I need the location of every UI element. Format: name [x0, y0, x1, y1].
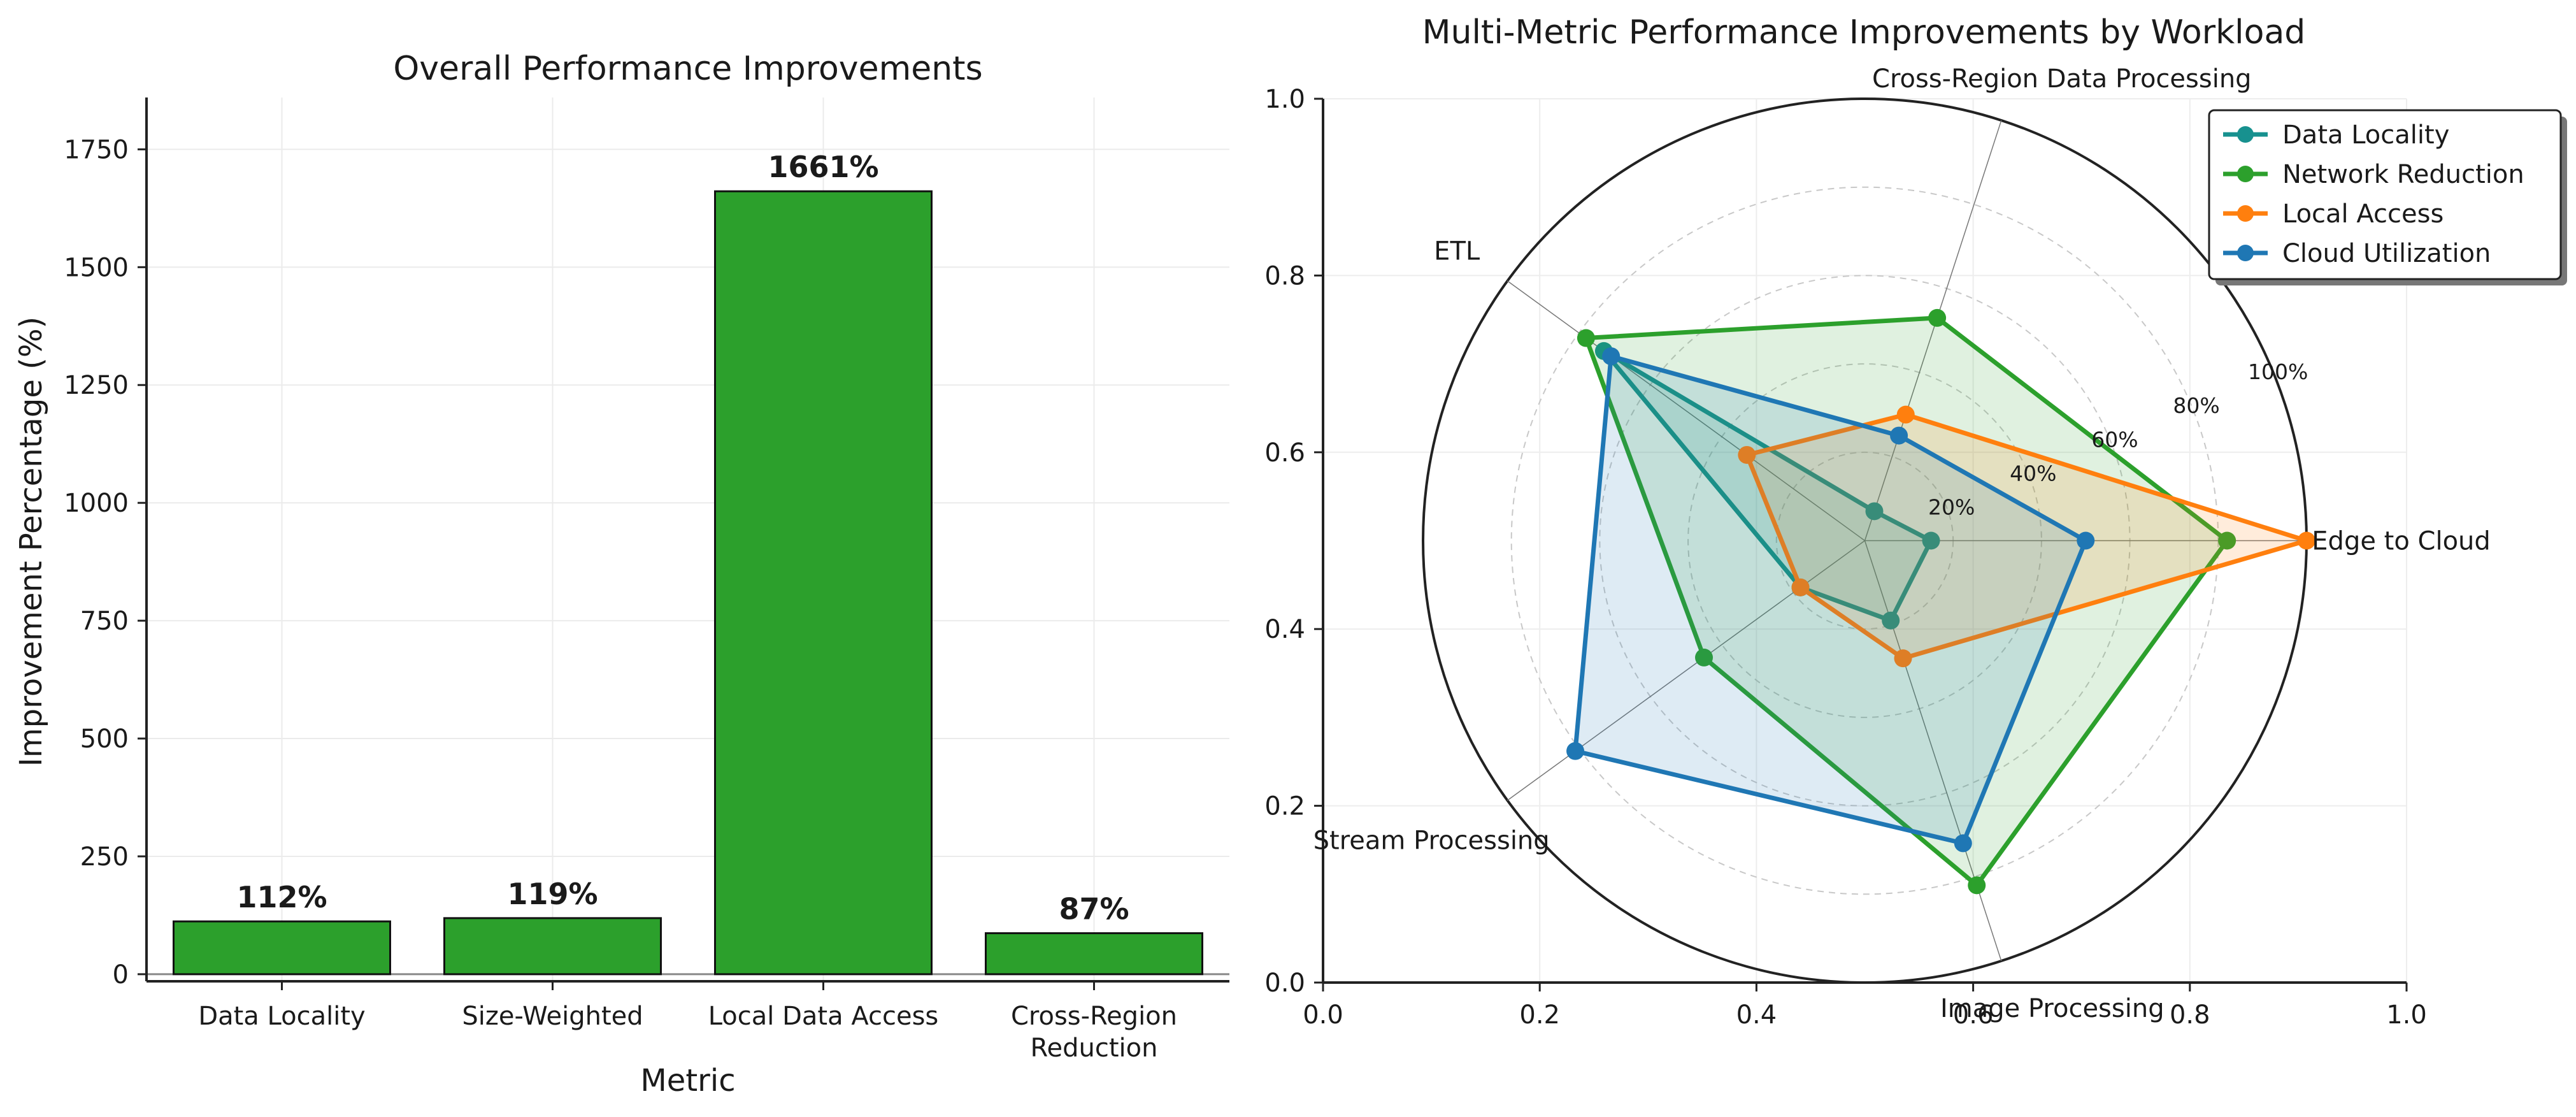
radar-cart-x-tick-label: 0.0	[1303, 1000, 1343, 1030]
radar-point	[1922, 531, 1940, 550]
bar-x-tick-label: Reduction	[1031, 1034, 1158, 1063]
bar-y-axis-ticks: 0 250 500 750 1000 1250 1500 1750	[64, 135, 147, 990]
radar-radial-tick-label: 60%	[2091, 427, 2138, 452]
bar-series: 112% 119% 1661% 87%	[173, 150, 1203, 976]
bar-y-tick-label: 1250	[64, 371, 129, 400]
bar-x-axis-ticks: Data Locality Size-Weighted Local Data Acc…	[198, 981, 1177, 1063]
legend-entry-label: Network Reduction	[2282, 160, 2524, 189]
radar-axis-label: Cross-Region Data Processing	[1872, 64, 2252, 94]
radar-axis-label: Edge to Cloud	[2312, 527, 2491, 556]
radar-cart-y-tick-label: 0.6	[1264, 438, 1305, 468]
radar-cart-x-tick-label: 0.8	[2170, 1000, 2210, 1030]
bar	[443, 917, 662, 976]
radar-chart-title: Multi-Metric Performance Improvements by…	[1422, 13, 2306, 52]
bar-y-tick-label: 500	[80, 724, 129, 754]
bar-value-label: 112%	[236, 880, 327, 914]
radar-point	[2298, 531, 2315, 550]
legend-box	[2208, 109, 2562, 280]
radar-series	[1566, 308, 2315, 895]
radar-cart-y-tick-label: 0.4	[1264, 615, 1305, 644]
bar-y-tick-label: 0	[113, 960, 129, 990]
radar-cart-y-tick-label: 0.8	[1264, 261, 1305, 291]
bar-x-tick-label: Size-Weighted	[462, 1002, 643, 1031]
radar-point	[1791, 578, 1810, 596]
bar-y-tick-label: 1750	[64, 135, 129, 164]
radar-point	[1896, 405, 1915, 424]
radar-point	[1882, 611, 1900, 630]
legend-entry-label: Local Access	[2282, 199, 2444, 229]
radar-radial-tick-label: 80%	[2173, 393, 2219, 418]
radar-cart-x-tick-label: 0.4	[1736, 1000, 1777, 1030]
bar-y-tick-label: 1500	[64, 253, 129, 282]
bar-gridlines	[147, 97, 1229, 981]
radar-radial-tick-label: 100%	[2248, 359, 2308, 384]
bar-chart-title: Overall Performance Improvements	[393, 50, 982, 88]
bar-x-tick-label: Cross-Region	[1011, 1002, 1177, 1031]
legend-swatch-marker	[2237, 126, 2254, 143]
bar	[714, 190, 933, 976]
radar-cart-x-tick-label: 0.6	[1953, 1000, 1994, 1030]
radar-cart-y-tick-label: 1.0	[1264, 85, 1305, 114]
bar-x-tick-label: Data Locality	[198, 1002, 365, 1031]
radar-cartesian-axes: 0.00.0 0.2 0.2 0.4 0.4 0.6 0.6 0.8 0.8 1.0 1.0	[1264, 85, 2426, 1030]
radar-point	[1865, 502, 1884, 521]
radar-point	[1695, 648, 1714, 667]
legend-swatch-marker	[2237, 166, 2254, 182]
bar-value-label: 87%	[1059, 892, 1129, 926]
radar-radial-tick-label: 20%	[1928, 494, 1975, 519]
radar-axis-labels: Edge to Cloud Cross-Region Data Processin…	[1313, 64, 2491, 1023]
radar-axis-label: ETL	[1434, 236, 1480, 266]
radar-point	[1890, 426, 1908, 445]
radar-series-polygon	[1601, 349, 1933, 623]
bar-value-label: 1661%	[768, 150, 878, 184]
radar-point	[1894, 649, 1912, 668]
bar-y-tick-label: 1000	[64, 489, 129, 518]
radar-cart-x-tick-label: 0.2	[1519, 1000, 1560, 1030]
radar-point	[2077, 531, 2095, 550]
radar-radial-tick-labels: 20% 40% 60% 80% 100%	[1928, 359, 2308, 519]
bar-x-axis-label: Metric	[640, 1063, 735, 1099]
legend: Data Locality Network Reduction Local Acce…	[2208, 109, 2567, 285]
bar	[173, 920, 391, 976]
bar-value-label: 119%	[507, 877, 597, 911]
bar-y-tick-label: 750	[80, 607, 129, 636]
radar-point	[1954, 834, 1972, 853]
radar-spoke	[1507, 280, 1865, 542]
legend-entry-label: Cloud Utilization	[2282, 239, 2491, 268]
radar-axis-label: Stream Processing	[1313, 826, 1550, 856]
bar-chart: Overall Performance Improvements 112% 119…	[13, 50, 1229, 1099]
radar-cart-x-tick-label: 1.0	[2386, 1000, 2427, 1030]
radar-point	[2218, 531, 2236, 550]
legend-swatch-marker	[2237, 205, 2254, 222]
radar-chart: Multi-Metric Performance Improvements by…	[1264, 13, 2567, 1030]
radar-point	[1602, 347, 1621, 366]
radar-radial-tick-label: 40%	[2010, 461, 2056, 486]
legend-entry-label: Data Locality	[2282, 120, 2449, 150]
radar-spoke	[1864, 120, 2002, 541]
radar-series-polygon	[1744, 412, 2309, 661]
radar-axis-label: Image Processing	[1940, 994, 2165, 1023]
radar-point	[1928, 308, 1947, 327]
bar	[985, 932, 1203, 976]
radar-cart-y-tick-label: 0.2	[1264, 792, 1305, 821]
legend-swatch-marker	[2237, 245, 2254, 261]
radar-series-polygon	[1573, 354, 2088, 846]
bar-y-axis-label: Improvement Percentage (%)	[13, 317, 49, 767]
radar-point	[1968, 876, 1986, 895]
radar-cart-y-tick-label: 0.0	[1264, 969, 1305, 998]
radar-point	[1738, 445, 1756, 464]
bar-y-tick-label: 250	[80, 842, 129, 872]
radar-point	[1566, 742, 1585, 760]
bar-x-tick-label: Local Data Access	[708, 1002, 939, 1031]
radar-point	[1577, 329, 1595, 347]
